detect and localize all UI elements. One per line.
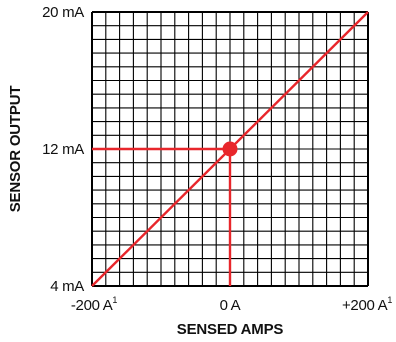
- highlight-point: [222, 141, 238, 157]
- guide-lines: [92, 147, 232, 286]
- x-tick-label: -200 A1: [71, 295, 118, 314]
- tick-labels: 4 mA 12 mA 20 mA -200 A1 0 A +200 A1: [42, 4, 392, 314]
- y-tick-label: 4 mA: [50, 278, 84, 295]
- x-tick-label-superscript: 1: [387, 295, 392, 305]
- y-tick-label: 12 mA: [42, 141, 84, 158]
- x-axis-title: SENSED AMPS: [177, 321, 284, 338]
- x-tick-label-superscript: 1: [112, 295, 117, 305]
- x-tick-label: 0 A: [220, 297, 241, 314]
- x-tick-label: +200 A1: [342, 295, 392, 314]
- y-axis-title: SENSOR OUTPUT: [7, 86, 24, 213]
- y-tick-label: 20 mA: [42, 4, 84, 21]
- series-layer: [91, 11, 369, 287]
